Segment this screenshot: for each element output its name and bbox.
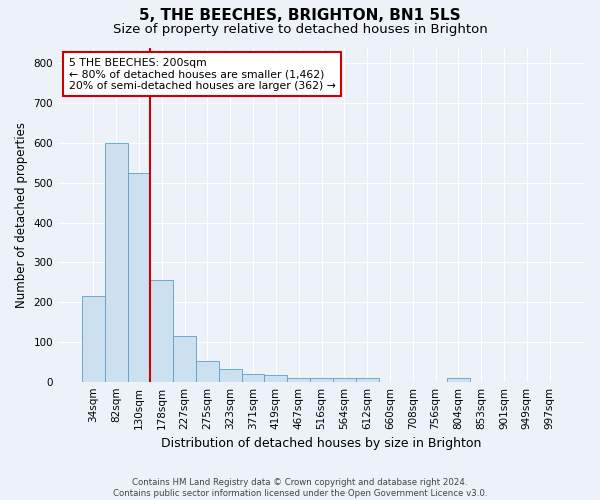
Bar [173,336,196,382]
Text: Contains HM Land Registry data © Crown copyright and database right 2024.
Contai: Contains HM Land Registry data © Crown c… [113,478,487,498]
Text: 5 THE BEECHES: 200sqm
← 80% of detached houses are smaller (1,462)
20% of semi-d: 5 THE BEECHES: 200sqm ← 80% of detached … [68,58,335,90]
Bar [105,143,128,382]
Bar [287,378,310,382]
Y-axis label: Number of detached properties: Number of detached properties [15,122,28,308]
Bar [265,376,287,382]
Bar [310,378,333,382]
Bar [333,378,356,382]
Text: 5, THE BEECHES, BRIGHTON, BN1 5LS: 5, THE BEECHES, BRIGHTON, BN1 5LS [139,8,461,22]
Bar [242,374,265,382]
Bar [151,280,173,382]
Bar [219,369,242,382]
Bar [82,296,105,382]
Bar [128,173,151,382]
X-axis label: Distribution of detached houses by size in Brighton: Distribution of detached houses by size … [161,437,482,450]
Bar [447,378,470,382]
Text: Size of property relative to detached houses in Brighton: Size of property relative to detached ho… [113,22,487,36]
Bar [196,361,219,382]
Bar [356,378,379,382]
